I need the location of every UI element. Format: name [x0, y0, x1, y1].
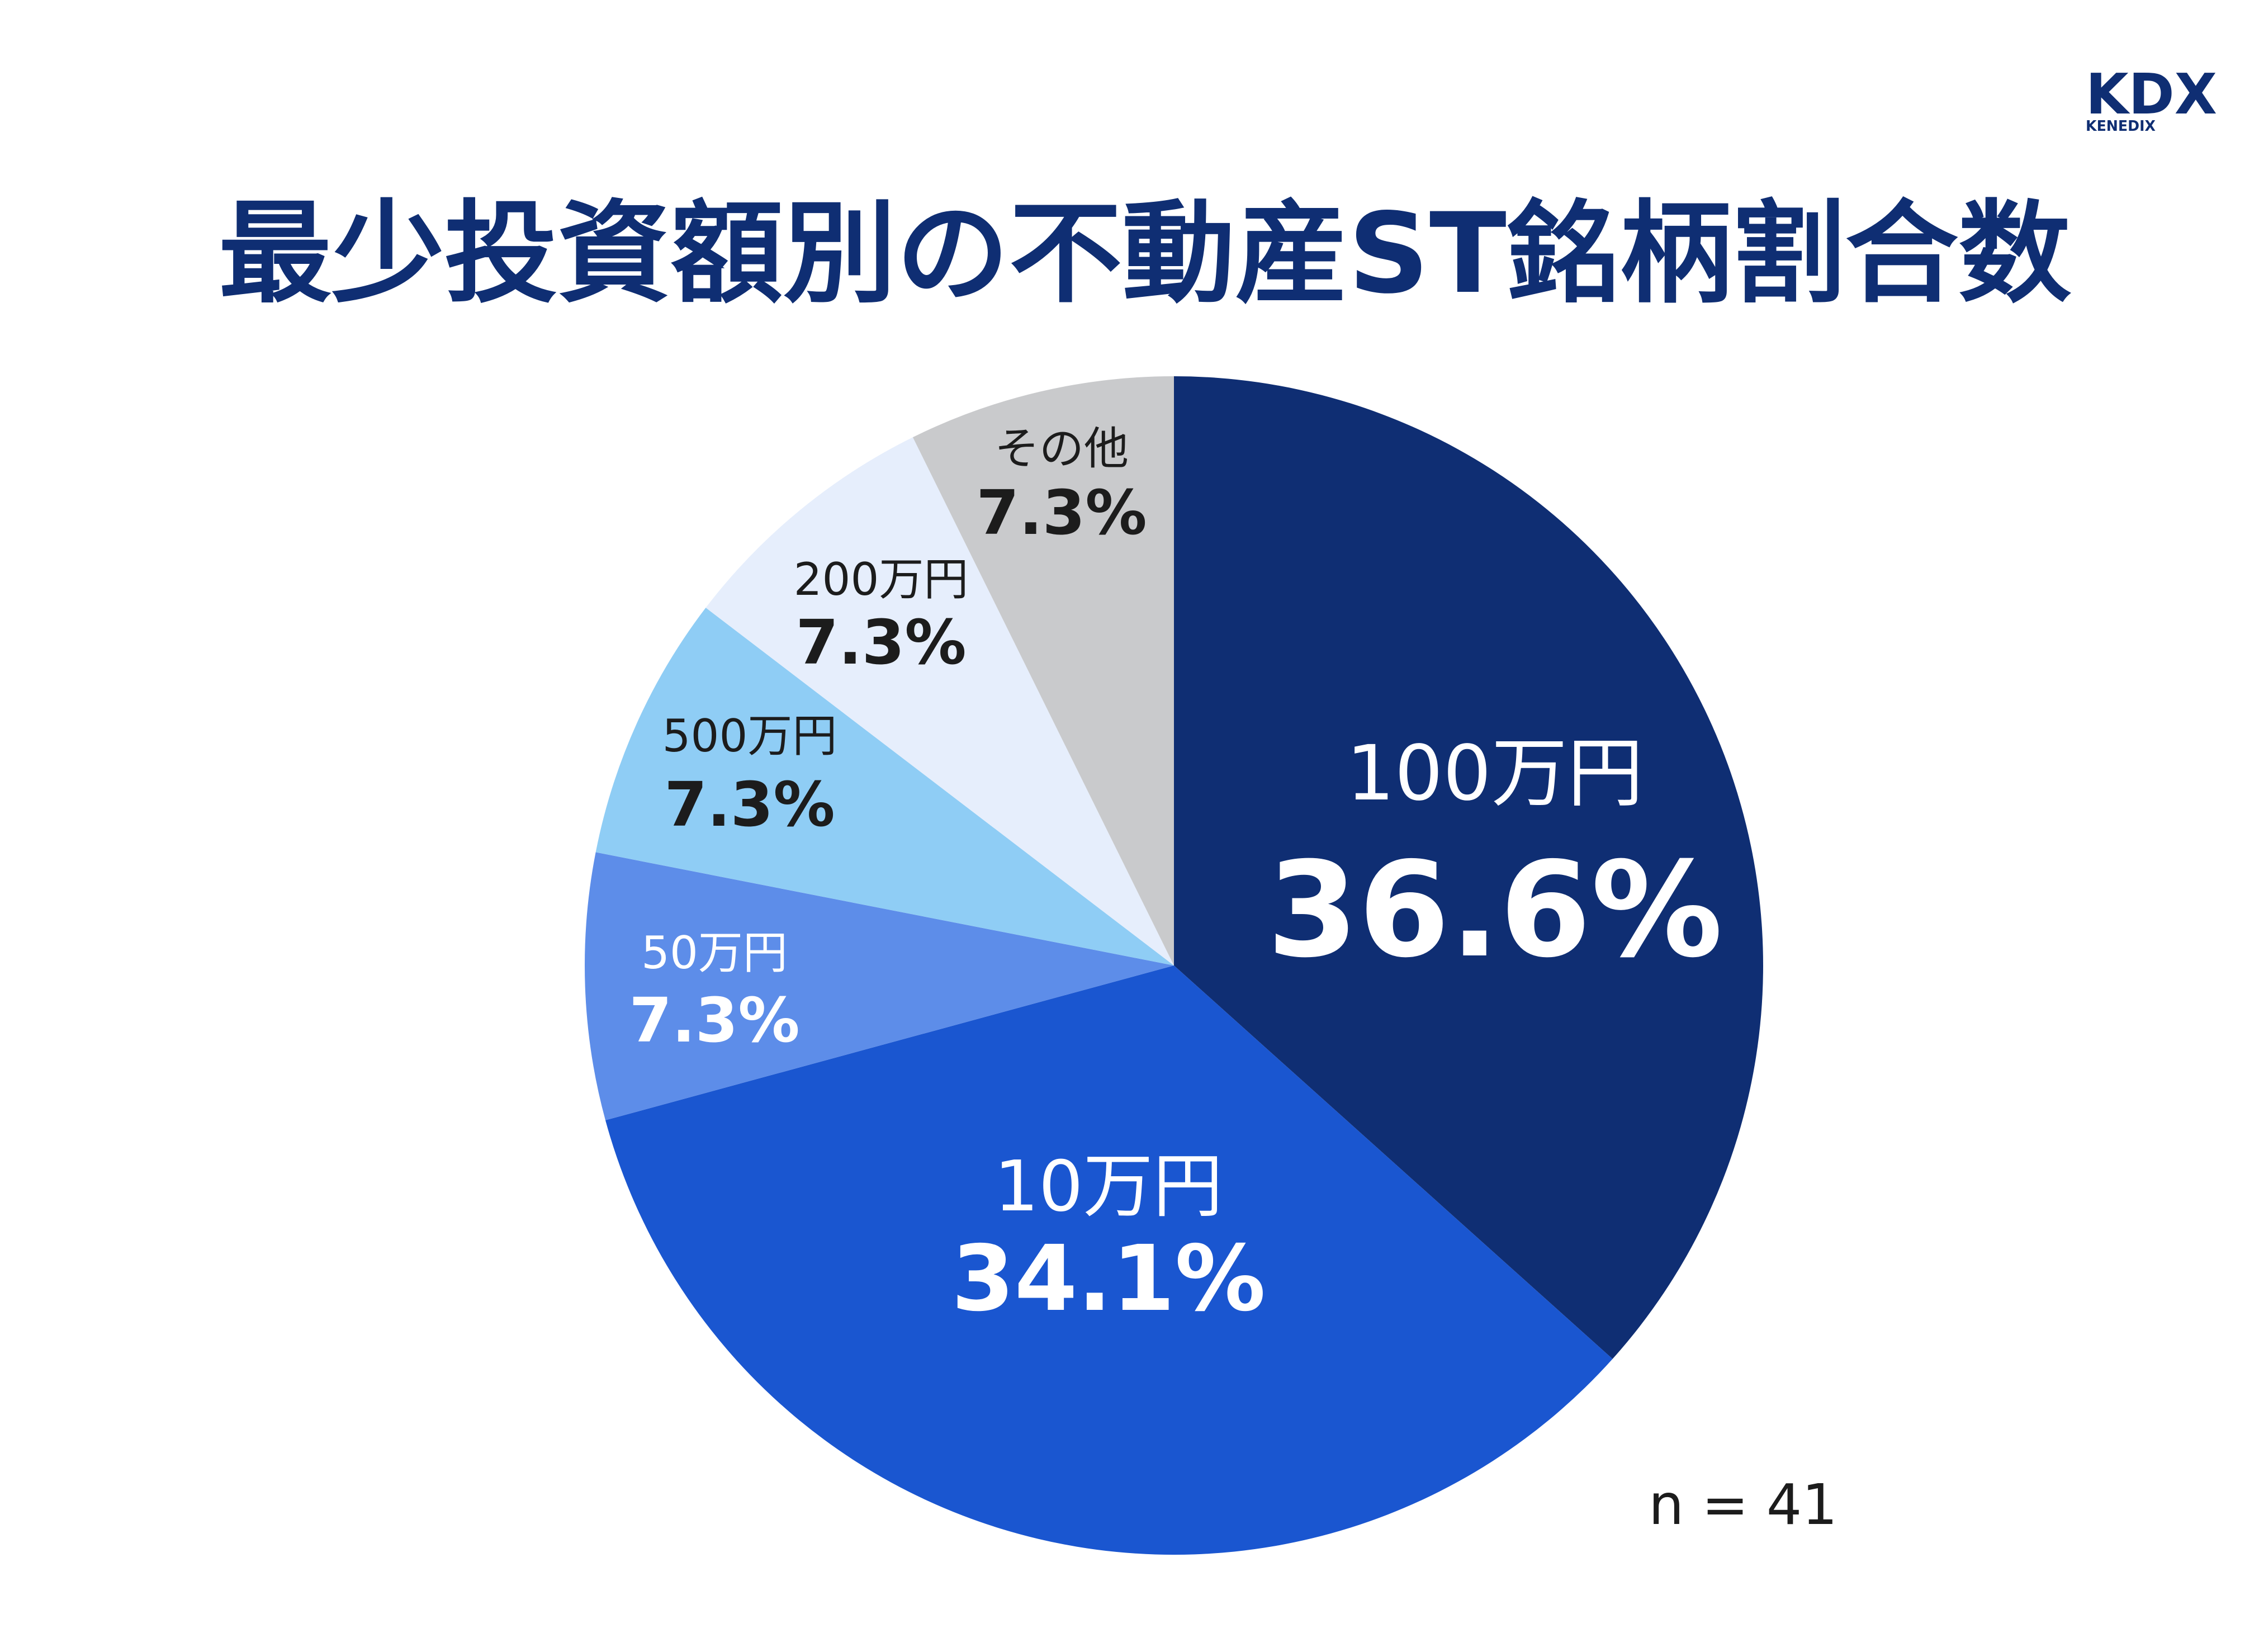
- slice-label-percent: 7.3%: [664, 769, 835, 840]
- slice-label-name: 50万円: [641, 927, 788, 979]
- slice-label-name: その他: [994, 423, 1129, 475]
- slice-label-name: 200万円: [794, 553, 969, 605]
- kdx-logo: KDX KENEDIX: [2086, 61, 2217, 135]
- slice-label-percent: 7.3%: [629, 984, 799, 1056]
- pie-slice-5: [705, 437, 1174, 965]
- pie-slice-3: [585, 852, 1174, 1120]
- pie-slice-1: [1174, 376, 1763, 1359]
- pie-chart: [585, 376, 1763, 1555]
- slice-label-percent: 7.3%: [795, 607, 966, 678]
- page-title: 最少投資額別の不動産ST銘柄割合数: [219, 189, 2071, 318]
- pie-slice-4: [595, 608, 1174, 965]
- pie-slice-6: [912, 376, 1174, 965]
- slice-label-percent: 7.3%: [976, 477, 1147, 548]
- slice-label-name: 10万円: [994, 1146, 1223, 1227]
- slice-label-percent: 36.6%: [1267, 834, 1722, 987]
- pie-slice-2: [605, 965, 1613, 1555]
- logo-main-text: KDX: [2086, 61, 2217, 127]
- slice-label-name: 500万円: [662, 710, 837, 762]
- slice-labels: 100万円 36.6% 10万円 34.1% 50万円 7.3% 500万円 7…: [629, 423, 1722, 1332]
- sample-size-note: n = 41: [1649, 1472, 1837, 1537]
- logo-sub-text: KENEDIX: [2086, 118, 2156, 135]
- slice-label-percent: 34.1%: [951, 1227, 1266, 1332]
- slice-label-name: 100万円: [1346, 730, 1644, 818]
